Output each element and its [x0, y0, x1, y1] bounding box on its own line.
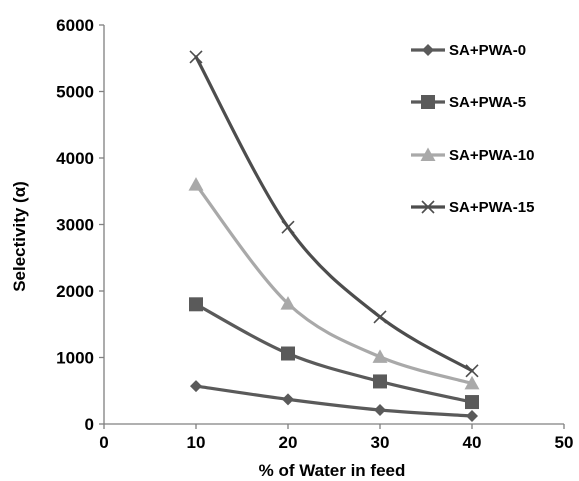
data-point: [373, 310, 387, 324]
y-tick-label: 6000: [56, 16, 94, 35]
y-axis-title: Selectivity (α): [10, 181, 29, 292]
data-point: [280, 296, 296, 310]
y-tick-label: 4000: [56, 149, 94, 168]
series-SA+PWA-0: [190, 380, 478, 423]
legend-label: SA+PWA-10: [449, 147, 534, 164]
legend-marker: [420, 147, 436, 161]
x-marker-stroke: [421, 200, 435, 214]
data-point: [464, 375, 480, 390]
legend-entry: SA+PWA-0: [411, 42, 526, 59]
series-line: [194, 384, 474, 418]
axes: 0 1000 2000 3000 4000 5000 6000 0 10 20 30 40 50: [56, 16, 573, 452]
series-SA+PWA-5: [189, 297, 479, 410]
y-tick-label: 2000: [56, 282, 94, 301]
data-point: [372, 349, 388, 363]
x-axis-title: % of Water in feed: [259, 461, 406, 480]
x-tick-label: 0: [99, 433, 108, 452]
legend-label: SA+PWA-15: [449, 199, 534, 216]
data-point: [188, 177, 204, 191]
y-tick-label: 5000: [56, 83, 94, 102]
y-tick-label: 0: [85, 415, 94, 434]
y-tick-label: 3000: [56, 216, 94, 235]
data-point: [281, 220, 295, 234]
legend-entry: SA+PWA-15: [411, 199, 534, 216]
legend-marker: [421, 200, 435, 214]
series-SA+PWA-15: [189, 50, 479, 378]
legend-marker: [421, 95, 435, 109]
legend-entry: SA+PWA-10: [411, 147, 534, 164]
legend-marker: [422, 44, 434, 56]
legend-label: SA+PWA-5: [449, 94, 526, 111]
data-point: [190, 380, 202, 393]
data-point: [189, 50, 203, 64]
series-SA+PWA-10: [188, 177, 480, 390]
legend-label: SA+PWA-0: [449, 42, 526, 59]
data-point: [373, 374, 387, 389]
data-point: [465, 364, 479, 378]
x-marker-stroke: [281, 220, 295, 234]
x-marker-stroke: [189, 50, 203, 64]
data-point: [189, 297, 203, 312]
x-marker-stroke: [373, 310, 387, 324]
data-point: [465, 395, 479, 410]
x-tick-label: 10: [187, 433, 206, 452]
data-point: [282, 393, 294, 406]
x-tick-label: 40: [463, 433, 482, 452]
x-tick-label: 30: [371, 433, 390, 452]
legend: SA+PWA-0 SA+PWA-5 SA+PWA-10 SA+PWA-15: [411, 42, 534, 216]
data-point: [466, 410, 478, 423]
x-tick-label: 20: [279, 433, 298, 452]
series-layer: [188, 50, 480, 423]
x-tick-label: 50: [555, 433, 574, 452]
data-point: [281, 346, 295, 361]
data-point: [374, 404, 386, 417]
series-line: [194, 183, 474, 386]
x-marker-stroke: [465, 364, 479, 378]
y-tick-label: 1000: [56, 349, 94, 368]
legend-entry: SA+PWA-5: [411, 94, 526, 111]
series-line: [194, 302, 474, 404]
series-line: [194, 55, 474, 373]
